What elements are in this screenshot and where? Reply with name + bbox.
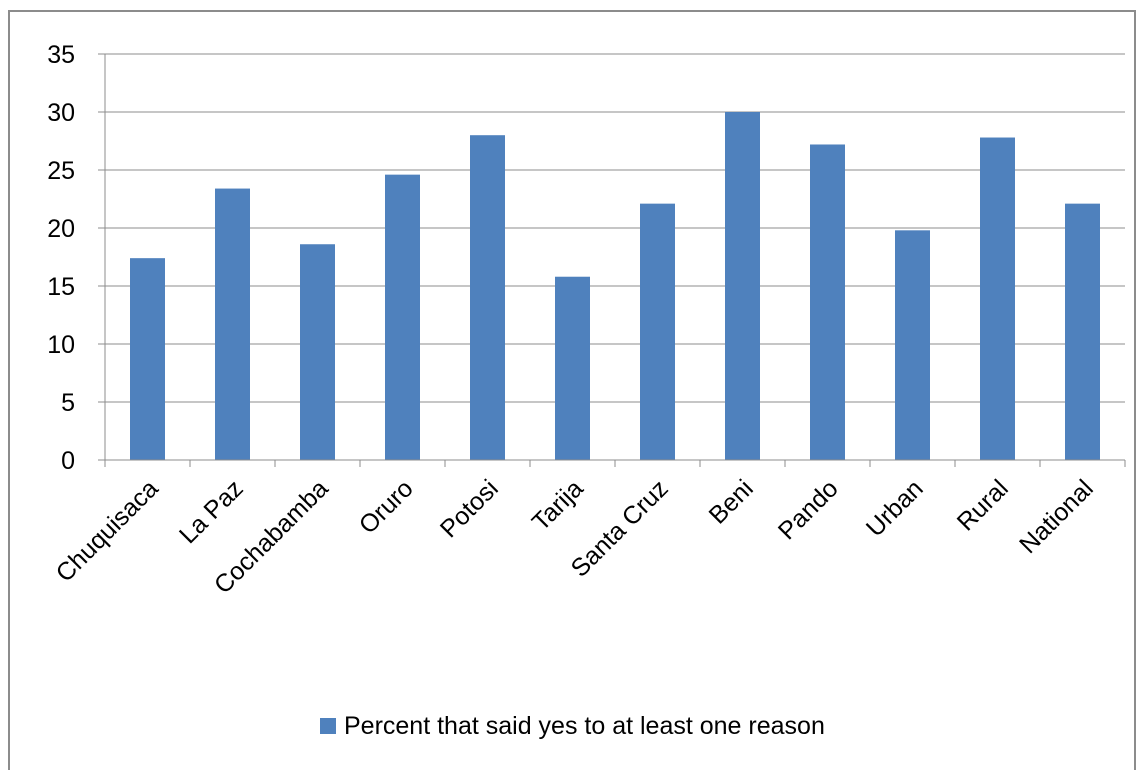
bar bbox=[130, 258, 165, 460]
bar bbox=[725, 112, 760, 460]
y-tick-label: 25 bbox=[47, 157, 75, 185]
legend: Percent that said yes to at least one re… bbox=[320, 708, 825, 744]
bar bbox=[980, 137, 1015, 460]
x-tick-label: Beni bbox=[704, 474, 759, 529]
y-tick-label: 15 bbox=[47, 273, 75, 301]
y-tick-label: 0 bbox=[61, 447, 75, 475]
x-tick-label: Potosi bbox=[435, 474, 504, 543]
y-tick-label: 30 bbox=[47, 99, 75, 127]
bar bbox=[895, 230, 930, 460]
y-tick-label: 35 bbox=[47, 41, 75, 69]
bar bbox=[810, 144, 845, 461]
gridlines bbox=[105, 53, 1125, 403]
x-tick-label: National bbox=[1014, 474, 1099, 559]
y-tick-label: 20 bbox=[47, 215, 75, 243]
y-tick-labels: 0 5 10 15 20 25 30 35 bbox=[47, 41, 75, 475]
x-tick-label: Pando bbox=[773, 474, 844, 545]
y-tick-label: 10 bbox=[47, 331, 75, 359]
x-tick-label: Urban bbox=[861, 474, 929, 542]
x-tick-label: La Paz bbox=[174, 474, 249, 549]
bar bbox=[555, 276, 590, 460]
bar bbox=[385, 174, 420, 460]
x-tick-label: Chuquisaca bbox=[51, 474, 164, 587]
bars bbox=[130, 112, 1100, 461]
y-tick-label: 5 bbox=[61, 389, 75, 417]
x-tick-label: Rural bbox=[952, 474, 1014, 536]
legend-label: Percent that said yes to at least one re… bbox=[344, 711, 825, 740]
bar bbox=[215, 188, 250, 460]
bar bbox=[1065, 203, 1100, 460]
x-tick-label: Tarija bbox=[527, 474, 589, 536]
axes bbox=[98, 53, 1126, 467]
x-tick-label: Oruro bbox=[354, 474, 419, 539]
bar bbox=[470, 135, 505, 460]
legend-swatch bbox=[320, 718, 336, 734]
bar bbox=[300, 244, 335, 460]
bar bbox=[640, 203, 675, 460]
